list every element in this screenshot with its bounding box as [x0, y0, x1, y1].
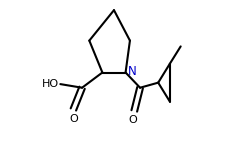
Text: O: O [128, 115, 137, 125]
Text: HO: HO [42, 79, 59, 89]
Text: N: N [128, 65, 136, 78]
Text: O: O [69, 114, 78, 124]
